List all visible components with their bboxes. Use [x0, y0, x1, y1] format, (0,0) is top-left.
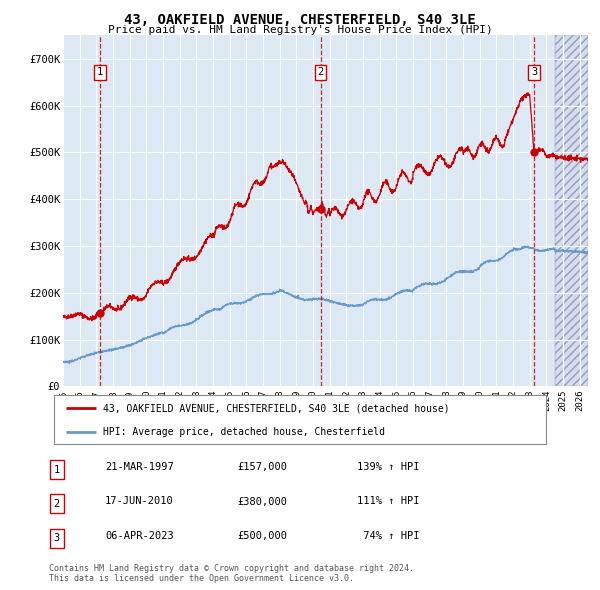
FancyBboxPatch shape — [50, 529, 64, 548]
Bar — [554, 35, 588, 386]
Text: 21-MAR-1997: 21-MAR-1997 — [105, 463, 174, 472]
Text: 74% ↑ HPI: 74% ↑ HPI — [357, 531, 419, 540]
Text: 2: 2 — [53, 499, 60, 509]
Text: 3: 3 — [531, 67, 537, 77]
Text: £157,000: £157,000 — [237, 463, 287, 472]
FancyBboxPatch shape — [54, 395, 546, 444]
Text: 2: 2 — [317, 67, 324, 77]
Text: Price paid vs. HM Land Registry's House Price Index (HPI): Price paid vs. HM Land Registry's House … — [107, 25, 493, 35]
Text: 139% ↑ HPI: 139% ↑ HPI — [357, 463, 419, 472]
Text: 1: 1 — [97, 67, 103, 77]
Text: £500,000: £500,000 — [237, 531, 287, 540]
FancyBboxPatch shape — [50, 460, 64, 479]
FancyBboxPatch shape — [50, 494, 64, 513]
Text: HPI: Average price, detached house, Chesterfield: HPI: Average price, detached house, Ches… — [103, 427, 385, 437]
Text: 06-APR-2023: 06-APR-2023 — [105, 531, 174, 540]
Text: 3: 3 — [53, 533, 60, 543]
Text: 43, OAKFIELD AVENUE, CHESTERFIELD, S40 3LE (detached house): 43, OAKFIELD AVENUE, CHESTERFIELD, S40 3… — [103, 404, 450, 414]
Text: Contains HM Land Registry data © Crown copyright and database right 2024.
This d: Contains HM Land Registry data © Crown c… — [49, 563, 414, 583]
Text: 43, OAKFIELD AVENUE, CHESTERFIELD, S40 3LE: 43, OAKFIELD AVENUE, CHESTERFIELD, S40 3… — [124, 13, 476, 27]
Text: 1: 1 — [53, 465, 60, 474]
Text: 111% ↑ HPI: 111% ↑ HPI — [357, 497, 419, 506]
Bar — [554, 35, 588, 386]
Text: 17-JUN-2010: 17-JUN-2010 — [105, 497, 174, 506]
Text: £380,000: £380,000 — [237, 497, 287, 506]
